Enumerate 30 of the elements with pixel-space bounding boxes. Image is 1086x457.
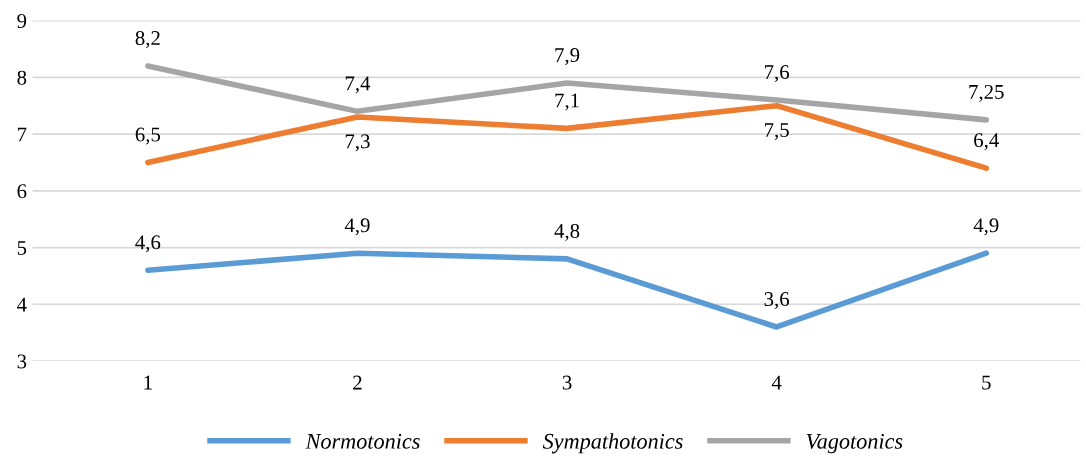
y-tick-label: 6 (17, 184, 27, 199)
x-tick-label: 4 (771, 375, 782, 390)
y-tick-label: 4 (17, 297, 27, 312)
data-label: 6,4 (974, 133, 999, 151)
x-tick-label: 5 (982, 375, 991, 390)
legend-label: Normotonics (305, 433, 420, 449)
data-label: 6,5 (135, 127, 161, 145)
data-label: 8,2 (135, 31, 160, 49)
data-label: 4,9 (973, 218, 999, 236)
data-label: 7,5 (765, 123, 789, 141)
data-label: 7,6 (765, 65, 790, 83)
legend-label: Vagotonics (806, 433, 903, 454)
x-tick-label: 3 (562, 375, 572, 390)
y-tick-label: 8 (17, 70, 27, 85)
data-label: 7,1 (555, 93, 579, 111)
y-tick-label: 3 (17, 354, 27, 369)
data-label: 7,3 (345, 134, 370, 152)
legend-label: Sympathotonics (542, 433, 683, 454)
data-label: 4,9 (344, 218, 370, 236)
y-tick-label: 7 (17, 127, 27, 142)
y-tick-label: 5 (17, 241, 27, 255)
x-tick-label: 2 (353, 375, 362, 390)
data-label: 7,25 (969, 84, 1004, 102)
data-label: 7,4 (345, 76, 371, 94)
data-label: 4,8 (554, 223, 580, 241)
y-tick-label: 9 (17, 14, 27, 28)
data-label: 3,6 (764, 292, 790, 310)
x-tick-label: 1 (144, 375, 152, 390)
data-label: 7,9 (555, 48, 580, 66)
data-label: 4,6 (135, 235, 161, 253)
